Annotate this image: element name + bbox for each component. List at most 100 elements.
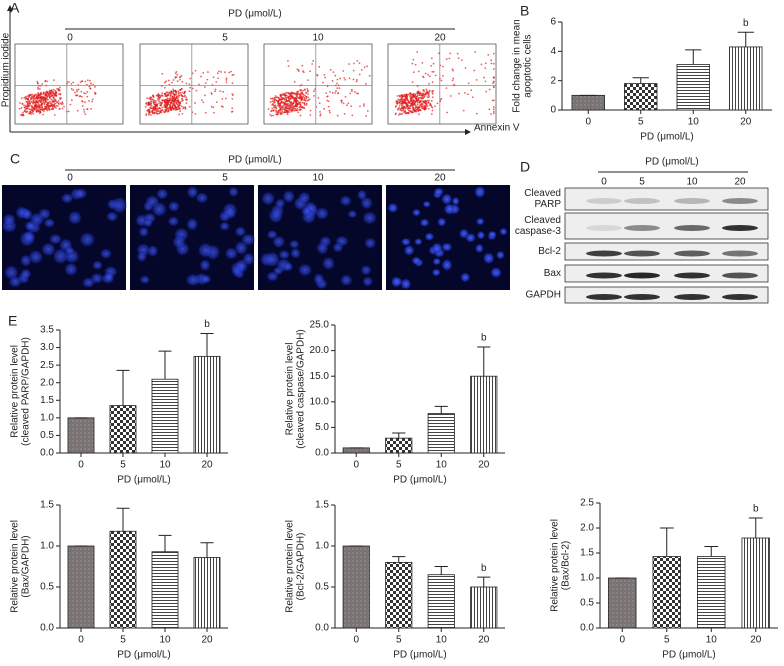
flow-dot (170, 91, 173, 94)
flow-dot (490, 62, 493, 65)
flow-dot (396, 95, 399, 97)
flow-dot (406, 103, 409, 106)
nucleus (29, 212, 45, 227)
flow-dot (84, 113, 87, 116)
flow-dot (296, 92, 298, 95)
flow-dot (430, 100, 433, 102)
flow-dot (352, 69, 355, 72)
flow-dot (344, 96, 347, 98)
error-bar (704, 546, 719, 557)
flow-dot (299, 103, 302, 106)
y-axis-label: (Bax/Bcl-2) (561, 541, 572, 590)
x-tick-label: 20 (201, 460, 213, 471)
flow-dot (83, 111, 86, 113)
flow-dot (57, 102, 60, 105)
flow-dot (57, 88, 60, 91)
nucleus (240, 233, 256, 246)
flow-dot (398, 112, 401, 115)
flow-dot (169, 94, 172, 96)
flow-dot (147, 101, 150, 104)
flow-dot (431, 106, 434, 109)
flow-dot (50, 98, 53, 101)
nucleus (186, 185, 199, 199)
nucleus (496, 250, 505, 260)
flow-dot (270, 115, 273, 117)
flow-dot (52, 79, 55, 82)
flow-dot (412, 58, 415, 61)
flow-dot (301, 93, 304, 95)
flow-dot (157, 93, 160, 95)
flow-dot (54, 90, 57, 92)
flow-dot (42, 101, 45, 104)
flow-dot (173, 105, 176, 107)
flow-dot (176, 73, 179, 76)
flow-dot (287, 109, 290, 112)
flow-dot (79, 81, 82, 84)
flow-dot (319, 114, 322, 117)
flow-dot (410, 96, 413, 99)
dose-label: 0 (67, 33, 73, 44)
flow-dot (484, 67, 487, 69)
flow-dot (159, 111, 162, 113)
flow-dot (210, 105, 213, 108)
flow-dot (397, 98, 400, 101)
bar (652, 556, 681, 629)
flow-dot (51, 99, 54, 102)
flow-dot (283, 104, 286, 107)
flow-dot (394, 113, 397, 116)
flow-dot (189, 77, 192, 80)
flow-dot (400, 102, 403, 105)
flow-dot (204, 111, 207, 114)
nucleus (362, 211, 378, 225)
flow-dot (222, 90, 225, 93)
flow-dot (299, 101, 302, 104)
nucleus (28, 249, 44, 265)
flow-dot (23, 110, 26, 113)
flow-dot (492, 82, 494, 85)
nucleus (403, 244, 415, 256)
blot-label: Cleaved (524, 215, 561, 226)
flow-dot (152, 94, 154, 97)
nucleus (145, 195, 160, 208)
flow-dot (61, 101, 64, 104)
dose-label: 10 (686, 177, 698, 188)
x-tick-label: 0 (353, 460, 359, 471)
flow-dot (288, 95, 291, 98)
flow-dot (153, 112, 156, 115)
nucleus (103, 271, 114, 283)
y-axis-label: Relative protein level (10, 520, 21, 613)
flow-dot (47, 98, 49, 101)
blot-label: PARP (535, 199, 562, 210)
flow-dot (43, 103, 46, 106)
flow-dot (165, 80, 168, 83)
nuclei (387, 185, 508, 290)
flow-dot (475, 79, 478, 81)
bar (624, 83, 658, 111)
flow-dot (306, 79, 309, 82)
flow-dot (86, 91, 89, 93)
y-tick-label: 1.5 (315, 500, 329, 511)
nucleus (400, 278, 412, 290)
flow-dot (420, 99, 422, 102)
flow-dot (204, 82, 207, 84)
flow-dot (188, 90, 191, 93)
flow-dot (285, 94, 288, 97)
x-tick-label: 5 (396, 635, 402, 646)
annotation: b (743, 18, 749, 29)
flow-dot (431, 81, 434, 84)
flow-dot (276, 111, 279, 114)
nucleus (234, 258, 249, 273)
flow-dot (403, 101, 406, 103)
flow-dot (421, 103, 423, 106)
dose-label: 5 (222, 173, 228, 184)
y-axis-label: Relative protein level (285, 343, 296, 436)
flow-dot (441, 74, 444, 77)
flow-dot (35, 109, 38, 112)
flow-dot (323, 73, 326, 76)
band (674, 225, 710, 231)
flow-dot (359, 105, 361, 108)
nucleus (41, 242, 56, 257)
flow-dot (277, 102, 280, 105)
y-tick-label: 1.5 (40, 395, 54, 406)
x-tick-label: 0 (78, 635, 84, 646)
